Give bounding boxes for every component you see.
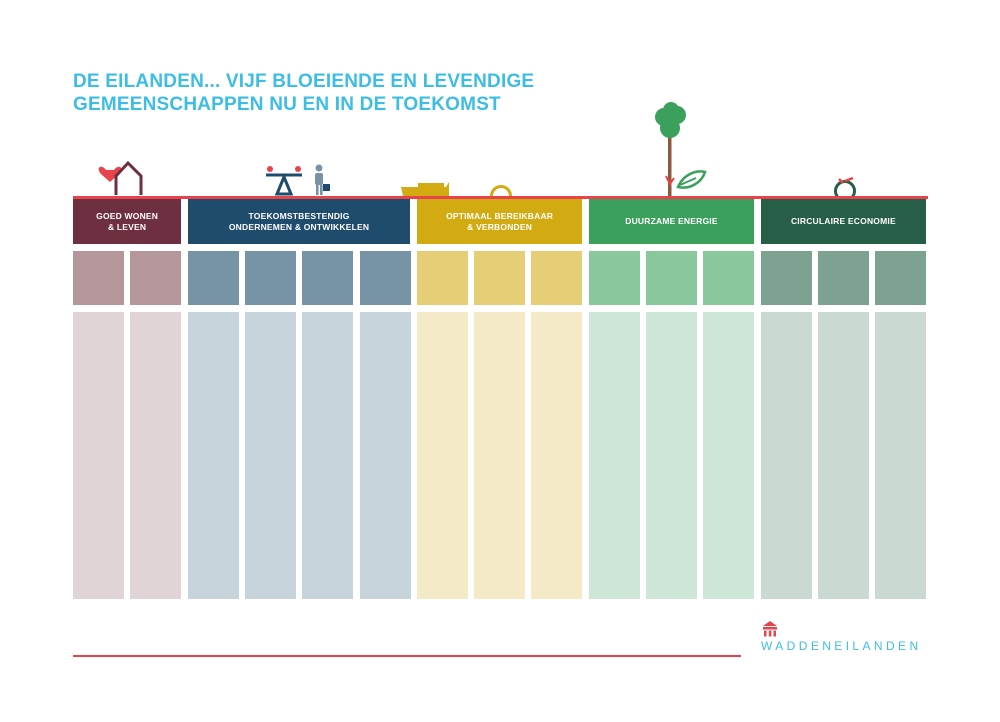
pillar-4-summary-cell <box>703 251 755 305</box>
pillar-2-column <box>244 312 296 599</box>
pillar-5-column <box>817 312 869 599</box>
pillar-header-5: CIRCULAIRE ECONOMIE <box>760 199 927 244</box>
pillar-3-summary-cell <box>474 251 526 305</box>
pillar-4-summary-cell <box>646 251 697 305</box>
lighthouse-icon <box>763 621 777 637</box>
pillar-2-column <box>187 312 239 599</box>
timeline-line <box>73 196 928 199</box>
pillar-5-column <box>875 312 927 599</box>
pillar-label: CIRCULAIRE ECONOMIE <box>790 216 896 226</box>
pillar-3-summary-cell <box>531 251 583 305</box>
waddeneilanden-logo: WADDENEILANDEN <box>759 620 929 660</box>
pillar-3-column <box>474 312 526 599</box>
pillar-5-summary-cell <box>875 251 927 305</box>
pillar-2-summary-cell <box>302 251 354 305</box>
pillar-1-summary-cell <box>130 251 182 305</box>
page-title: DE EILANDEN... VIJF BLOEIENDE EN LEVENDI… <box>73 70 534 116</box>
title-line-2: GEMEENSCHAPPEN NU EN IN DE TOEKOMST <box>73 94 501 115</box>
pillar-4-summary-cell <box>588 251 640 305</box>
pillar-2-summary-cell <box>244 251 296 305</box>
pillar-label: DUURZAME ENERGIE <box>625 216 718 226</box>
pillar-header-4: DUURZAME ENERGIE <box>588 199 755 244</box>
brand-name: WADDENEILANDEN <box>761 639 922 653</box>
pillar-2-summary-cell <box>359 251 411 305</box>
tree-icon <box>655 102 686 196</box>
pillar-label: OPTIMAAL BEREIKBAAR & VERBONDEN <box>446 210 554 232</box>
businessman-icon <box>315 164 330 195</box>
title-line-1: DE EILANDEN... VIJF BLOEIENDE EN LEVENDI… <box>73 71 535 92</box>
pillar-2-column <box>359 312 411 599</box>
pillar-1-summary-cell <box>73 251 124 305</box>
pillar-5-summary-cell <box>760 251 812 305</box>
pillar-3-column <box>416 312 468 599</box>
pillar-4-column <box>703 312 755 599</box>
pillar-label: TOEKOMSTBESTENDIG ONDERNEMEN & ONTWIKKEL… <box>228 210 370 232</box>
pillar-4-column <box>646 312 697 599</box>
pillar-3-summary-cell <box>416 251 468 305</box>
pillar-3-column <box>531 312 583 599</box>
pillar-5-summary-cell <box>817 251 869 305</box>
pillar-header-1: GOED WONEN & LEVEN <box>73 199 182 244</box>
pillar-4-column <box>588 312 640 599</box>
balance-seesaw-icon <box>266 166 302 196</box>
pillar-2-column <box>302 312 354 599</box>
footer-line <box>73 655 741 657</box>
leaf-icon <box>665 170 707 189</box>
pillar-header-2: TOEKOMSTBESTENDIG ONDERNEMEN & ONTWIKKEL… <box>187 199 411 244</box>
pillar-1-column <box>130 312 182 599</box>
pillar-1-column <box>73 312 124 599</box>
house-heart-icon <box>98 160 143 195</box>
pillar-2-summary-cell <box>187 251 239 305</box>
pillar-label: GOED WONEN & LEVEN <box>96 210 159 232</box>
ferry-icon <box>401 182 449 196</box>
pillar-header-3: OPTIMAAL BEREIKBAAR & VERBONDEN <box>416 199 583 244</box>
pillar-5-column <box>760 312 812 599</box>
